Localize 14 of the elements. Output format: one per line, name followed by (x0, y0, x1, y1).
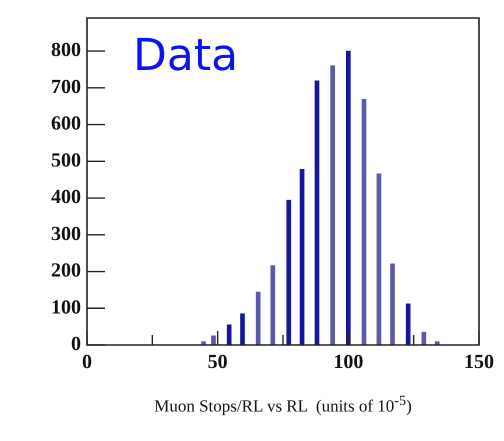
y-tick-label: 100 (51, 296, 81, 318)
x-axis-title: Muon Stops/RL vs RL (units of 10$^{-5}$) (153, 393, 413, 417)
y-tick-label: 700 (51, 76, 81, 98)
y-tick-label: 600 (51, 112, 81, 135)
x-tick-label: 150 (464, 351, 494, 374)
y-tick-label: 300 (51, 222, 81, 245)
x-tick-label: 100 (333, 351, 364, 374)
y-tick-label: 400 (51, 186, 81, 208)
annotation: Data (133, 30, 238, 81)
x-tick-label: 50 (208, 351, 228, 374)
y-tick-label: 0 (71, 333, 81, 356)
y-tick-label: 200 (51, 260, 81, 282)
y-tick-label: 800 (51, 39, 81, 62)
y-tick-label: 500 (51, 149, 81, 172)
